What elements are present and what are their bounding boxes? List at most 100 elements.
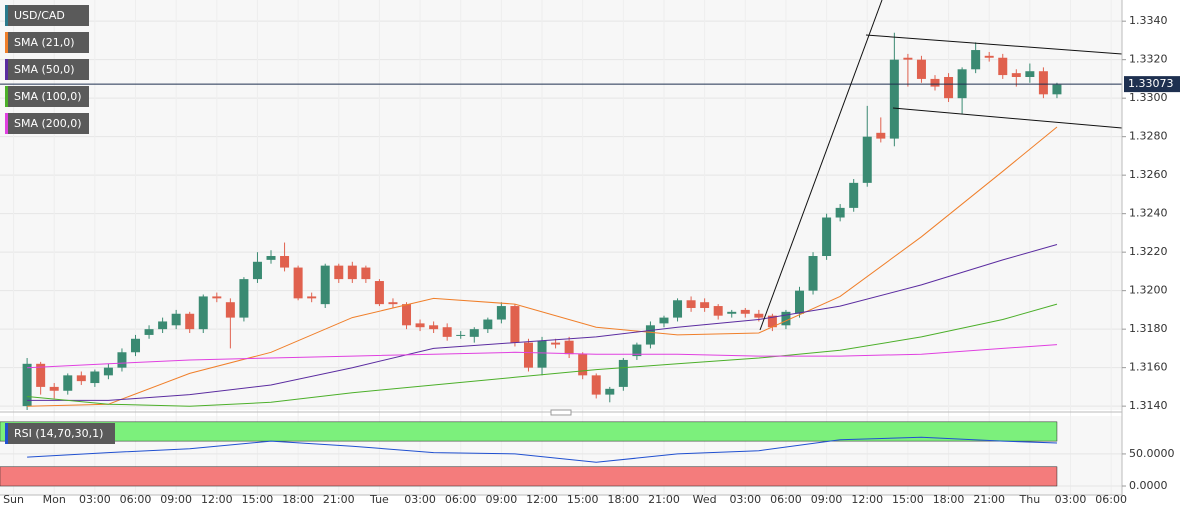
x-tick-label: 15:00: [892, 493, 924, 506]
x-tick-label: Tue: [369, 493, 389, 506]
channel-line: [892, 107, 1123, 129]
candle-body: [930, 78, 940, 87]
candle-body: [483, 319, 493, 330]
x-tick-label: 03:00: [729, 493, 761, 506]
legend-box: [5, 32, 89, 53]
candle-body: [266, 256, 276, 260]
x-tick-label: 06:00: [120, 493, 152, 506]
candle-body: [781, 311, 791, 326]
candle-body: [889, 59, 899, 139]
x-tick-label: 21:00: [648, 493, 680, 506]
legend-swatch: [5, 59, 8, 80]
y-tick-label: 1.3240: [1129, 207, 1168, 220]
x-tick-label: 03:00: [79, 493, 111, 506]
candle-body: [618, 359, 628, 387]
candle-body: [998, 57, 1008, 76]
candle-body: [754, 313, 764, 318]
y-tick-label: 1.3320: [1129, 53, 1168, 66]
axes: 1.3140 1.3160 1.3180 1.3200 1.3220 1.3240 1.32…: [3, 14, 1180, 506]
y-tick-label: 1.3140: [1129, 399, 1168, 412]
legend-label: USD/CAD: [14, 9, 65, 22]
candle-body: [185, 313, 195, 330]
x-tick-label: 09:00: [160, 493, 192, 506]
x-tick-label: 06:00: [1095, 493, 1127, 506]
line: [27, 344, 1058, 369]
candle-body: [537, 340, 547, 368]
x-tick-label: 15:00: [567, 493, 599, 506]
candle-body: [22, 363, 32, 407]
legend-label: SMA (200,0): [14, 117, 82, 130]
candle-body: [429, 325, 439, 330]
candle-body: [645, 325, 655, 345]
candle-body: [496, 306, 506, 320]
line: [27, 303, 1058, 407]
candle-body: [632, 344, 642, 357]
candle-body: [1011, 73, 1021, 77]
legend-swatch: [5, 32, 8, 53]
x-tick-label: 12:00: [201, 493, 233, 506]
legend-box: [5, 5, 89, 26]
candle-body: [280, 256, 290, 268]
candle-body: [36, 363, 46, 387]
legend-box: [5, 59, 89, 80]
candle-body: [402, 304, 412, 326]
candle-body: [984, 55, 994, 58]
candle-body: [523, 342, 533, 368]
y-tick-label: 50.0000: [1129, 447, 1175, 460]
line: [27, 126, 1058, 407]
legend-label: RSI (14,70,30,1): [14, 427, 103, 440]
candle-body: [90, 371, 100, 384]
x-tick-label: 09:00: [811, 493, 843, 506]
candle-body: [320, 265, 330, 305]
candle-body: [307, 296, 317, 299]
candle-body: [1052, 84, 1062, 95]
candle-body: [510, 306, 520, 343]
candle-body: [971, 50, 981, 70]
candle-body: [822, 217, 832, 257]
candle-body: [794, 290, 804, 314]
candle-body: [903, 57, 913, 60]
candle-body: [334, 265, 344, 280]
candle-body: [469, 329, 479, 337]
legend-box: [5, 423, 115, 444]
x-tick-label: 18:00: [607, 493, 639, 506]
x-tick-label: Mon: [43, 493, 66, 506]
price-pane: [0, 0, 1122, 410]
rsi-zone: [0, 466, 1058, 487]
candle-body: [1038, 71, 1048, 95]
y-tick-label: 1.3340: [1129, 14, 1168, 27]
legend-label: SMA (21,0): [14, 36, 75, 49]
candle-body: [944, 76, 954, 99]
x-tick-label: Wed: [693, 493, 717, 506]
x-tick-label: 12:00: [526, 493, 558, 506]
x-tick-label: 03:00: [1055, 493, 1087, 506]
x-tick-label: 06:00: [445, 493, 477, 506]
candle-body: [388, 302, 398, 305]
legend-box: [5, 113, 89, 134]
candle-body: [49, 386, 59, 391]
x-tick-label: Thu: [1019, 493, 1041, 506]
candle-body: [686, 300, 696, 308]
candle-body: [700, 302, 710, 308]
line: [27, 244, 1058, 401]
candle-body: [131, 338, 141, 353]
y-tick-label: 0.0000: [1129, 479, 1168, 492]
x-tick-label: 06:00: [770, 493, 802, 506]
last-price-label: 1.33073: [1128, 77, 1174, 90]
x-tick-label: 18:00: [282, 493, 314, 506]
candle-body: [456, 334, 466, 336]
legend-swatch: [5, 113, 8, 134]
candle-body: [361, 267, 371, 280]
candle-body: [239, 279, 249, 318]
candle-body: [876, 132, 886, 139]
trend-line: [759, 0, 883, 331]
channel-line: [865, 34, 1123, 55]
legend-box: [5, 86, 89, 107]
candle-body: [212, 296, 222, 299]
candle-body: [117, 352, 127, 368]
candle-body: [916, 59, 926, 79]
plot: [0, 32, 1122, 487]
x-tick-label: 21:00: [973, 493, 1005, 506]
candle-body: [591, 375, 601, 395]
